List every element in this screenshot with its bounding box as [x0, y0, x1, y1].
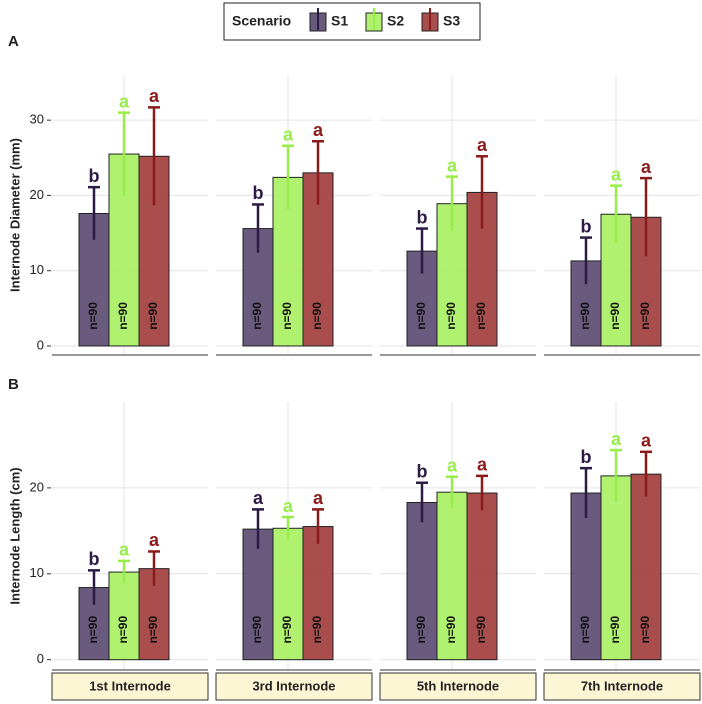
- significance-letter: a: [313, 488, 324, 508]
- n-label: n=90: [578, 616, 592, 644]
- n-label: n=90: [116, 302, 130, 330]
- bar: [570, 492, 602, 661]
- bar: [242, 528, 274, 661]
- significance-letter: b: [253, 183, 264, 203]
- n-label: n=90: [250, 302, 264, 330]
- significance-letter: a: [283, 125, 294, 145]
- significance-letter: a: [447, 155, 458, 175]
- significance-letter: b: [89, 166, 100, 186]
- significance-letter: b: [417, 461, 428, 481]
- facet-strip: [379, 672, 537, 701]
- facet-strip: [543, 672, 701, 701]
- n-label: n=90: [444, 302, 458, 330]
- n-label: n=90: [608, 302, 622, 330]
- significance-letter: a: [253, 488, 264, 508]
- significance-letter: b: [89, 549, 100, 569]
- significance-letter: a: [283, 496, 294, 516]
- n-label: n=90: [116, 616, 130, 644]
- facet-label: 3rd Internode: [252, 678, 335, 693]
- n-label: n=90: [414, 616, 428, 644]
- n-label: n=90: [638, 616, 652, 644]
- n-label: n=90: [280, 616, 294, 644]
- facet-label: 7th Internode: [581, 678, 663, 693]
- n-label: n=90: [86, 616, 100, 644]
- y-tick-label: 20: [30, 479, 44, 494]
- panel-label: B: [8, 376, 19, 393]
- facet-strip: [215, 672, 373, 701]
- significance-letter: a: [641, 431, 652, 451]
- significance-letter: a: [477, 455, 488, 475]
- bar: [600, 475, 632, 661]
- significance-letter: a: [447, 455, 458, 475]
- significance-letter: a: [611, 429, 622, 449]
- significance-letter: a: [313, 120, 324, 140]
- panel-label: A: [8, 33, 19, 50]
- y-tick-label: 0: [37, 337, 44, 352]
- n-label: n=90: [474, 616, 488, 644]
- n-label: n=90: [310, 616, 324, 644]
- significance-letter: a: [119, 91, 130, 111]
- y-tick-label: 10: [30, 565, 44, 580]
- bar: [302, 526, 334, 661]
- n-label: n=90: [310, 302, 324, 330]
- y-axis-label: Internode Diameter (mm): [7, 138, 22, 292]
- legend-label: S3: [443, 13, 460, 29]
- y-axis-label: Internode Length (cm): [7, 467, 22, 604]
- n-label: n=90: [638, 302, 652, 330]
- significance-letter: a: [477, 135, 488, 155]
- y-tick-label: 0: [37, 651, 44, 666]
- significance-letter: b: [417, 207, 428, 227]
- n-label: n=90: [146, 302, 160, 330]
- n-label: n=90: [250, 616, 264, 644]
- significance-letter: a: [149, 86, 160, 106]
- significance-letter: a: [149, 530, 160, 550]
- legend-title: Scenario: [232, 13, 291, 29]
- legend-label: S1: [331, 13, 348, 29]
- facet-strip: [51, 672, 209, 701]
- facet-label: 1st Internode: [89, 678, 171, 693]
- n-label: n=90: [578, 302, 592, 330]
- facet-label: 5th Internode: [417, 678, 499, 693]
- significance-letter: a: [641, 157, 652, 177]
- legend-label: S2: [387, 13, 404, 29]
- significance-letter: b: [581, 216, 592, 236]
- y-tick-label: 20: [30, 187, 44, 202]
- bar: [406, 502, 438, 661]
- n-label: n=90: [86, 302, 100, 330]
- y-tick-label: 10: [30, 262, 44, 277]
- n-label: n=90: [444, 616, 458, 644]
- significance-letter: a: [119, 540, 130, 560]
- n-label: n=90: [280, 302, 294, 330]
- significance-letter: b: [581, 447, 592, 467]
- n-label: n=90: [474, 302, 488, 330]
- n-label: n=90: [146, 616, 160, 644]
- significance-letter: a: [611, 164, 622, 184]
- n-label: n=90: [608, 616, 622, 644]
- n-label: n=90: [414, 302, 428, 330]
- y-tick-label: 30: [30, 112, 44, 127]
- bar: [436, 491, 468, 661]
